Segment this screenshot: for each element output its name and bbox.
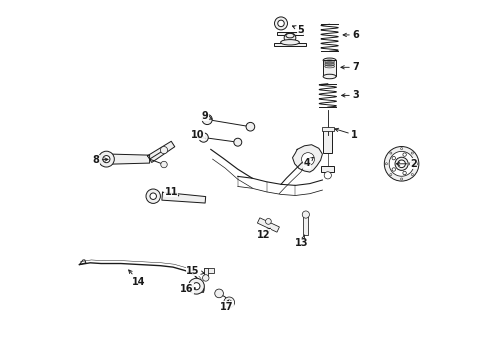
Circle shape xyxy=(403,171,406,175)
Bar xyxy=(204,268,214,273)
Circle shape xyxy=(392,156,395,160)
Bar xyxy=(322,127,334,131)
Polygon shape xyxy=(162,192,206,203)
Circle shape xyxy=(410,162,413,166)
Circle shape xyxy=(189,278,204,294)
Circle shape xyxy=(385,163,388,165)
Polygon shape xyxy=(110,154,149,164)
Text: 3: 3 xyxy=(342,90,359,100)
Circle shape xyxy=(199,133,208,142)
Polygon shape xyxy=(147,141,175,162)
Bar xyxy=(277,32,303,35)
Bar xyxy=(321,166,334,172)
Ellipse shape xyxy=(323,58,336,63)
Bar xyxy=(273,43,306,46)
Circle shape xyxy=(266,219,271,224)
Text: 7: 7 xyxy=(341,62,359,72)
Circle shape xyxy=(301,153,315,166)
Text: 8: 8 xyxy=(92,155,108,165)
Ellipse shape xyxy=(286,33,294,38)
Circle shape xyxy=(98,151,114,167)
Circle shape xyxy=(390,152,392,154)
Circle shape xyxy=(390,174,392,176)
Text: 12: 12 xyxy=(257,228,270,240)
Circle shape xyxy=(202,114,212,125)
Ellipse shape xyxy=(323,74,336,79)
Text: 1: 1 xyxy=(335,128,358,140)
Circle shape xyxy=(160,147,168,154)
Circle shape xyxy=(150,193,156,199)
Circle shape xyxy=(234,138,242,146)
Circle shape xyxy=(202,275,209,281)
Circle shape xyxy=(302,211,310,218)
Bar xyxy=(323,128,332,153)
Bar xyxy=(190,287,202,292)
Bar xyxy=(323,60,336,76)
Circle shape xyxy=(395,157,408,170)
Text: 14: 14 xyxy=(129,270,146,287)
Circle shape xyxy=(227,300,232,305)
Circle shape xyxy=(400,178,403,180)
Bar xyxy=(204,268,208,277)
Circle shape xyxy=(193,283,200,290)
Circle shape xyxy=(103,156,110,163)
Circle shape xyxy=(400,148,403,150)
Circle shape xyxy=(324,172,331,179)
Circle shape xyxy=(389,151,414,176)
Ellipse shape xyxy=(281,40,299,45)
Text: 15: 15 xyxy=(186,266,204,276)
Text: 13: 13 xyxy=(295,235,309,248)
Circle shape xyxy=(392,168,395,171)
Bar xyxy=(303,215,308,235)
Text: 9: 9 xyxy=(201,111,212,121)
Circle shape xyxy=(278,20,284,27)
Circle shape xyxy=(161,161,167,168)
Circle shape xyxy=(274,17,288,30)
Circle shape xyxy=(411,152,414,154)
Circle shape xyxy=(411,174,414,176)
Text: 6: 6 xyxy=(343,30,359,40)
Circle shape xyxy=(403,153,406,156)
Circle shape xyxy=(215,289,223,298)
Text: 5: 5 xyxy=(293,24,304,35)
Ellipse shape xyxy=(284,33,296,43)
Circle shape xyxy=(416,163,418,165)
Text: 2: 2 xyxy=(396,159,417,169)
Text: 16: 16 xyxy=(180,284,196,294)
Circle shape xyxy=(398,160,405,168)
Text: 11: 11 xyxy=(165,186,179,197)
Text: 10: 10 xyxy=(191,130,205,140)
Text: 4: 4 xyxy=(303,157,314,168)
Polygon shape xyxy=(293,145,322,172)
Circle shape xyxy=(384,147,419,181)
Circle shape xyxy=(146,189,160,203)
Circle shape xyxy=(246,122,255,131)
Circle shape xyxy=(224,297,235,308)
Text: 17: 17 xyxy=(220,301,233,312)
Bar xyxy=(257,218,279,232)
